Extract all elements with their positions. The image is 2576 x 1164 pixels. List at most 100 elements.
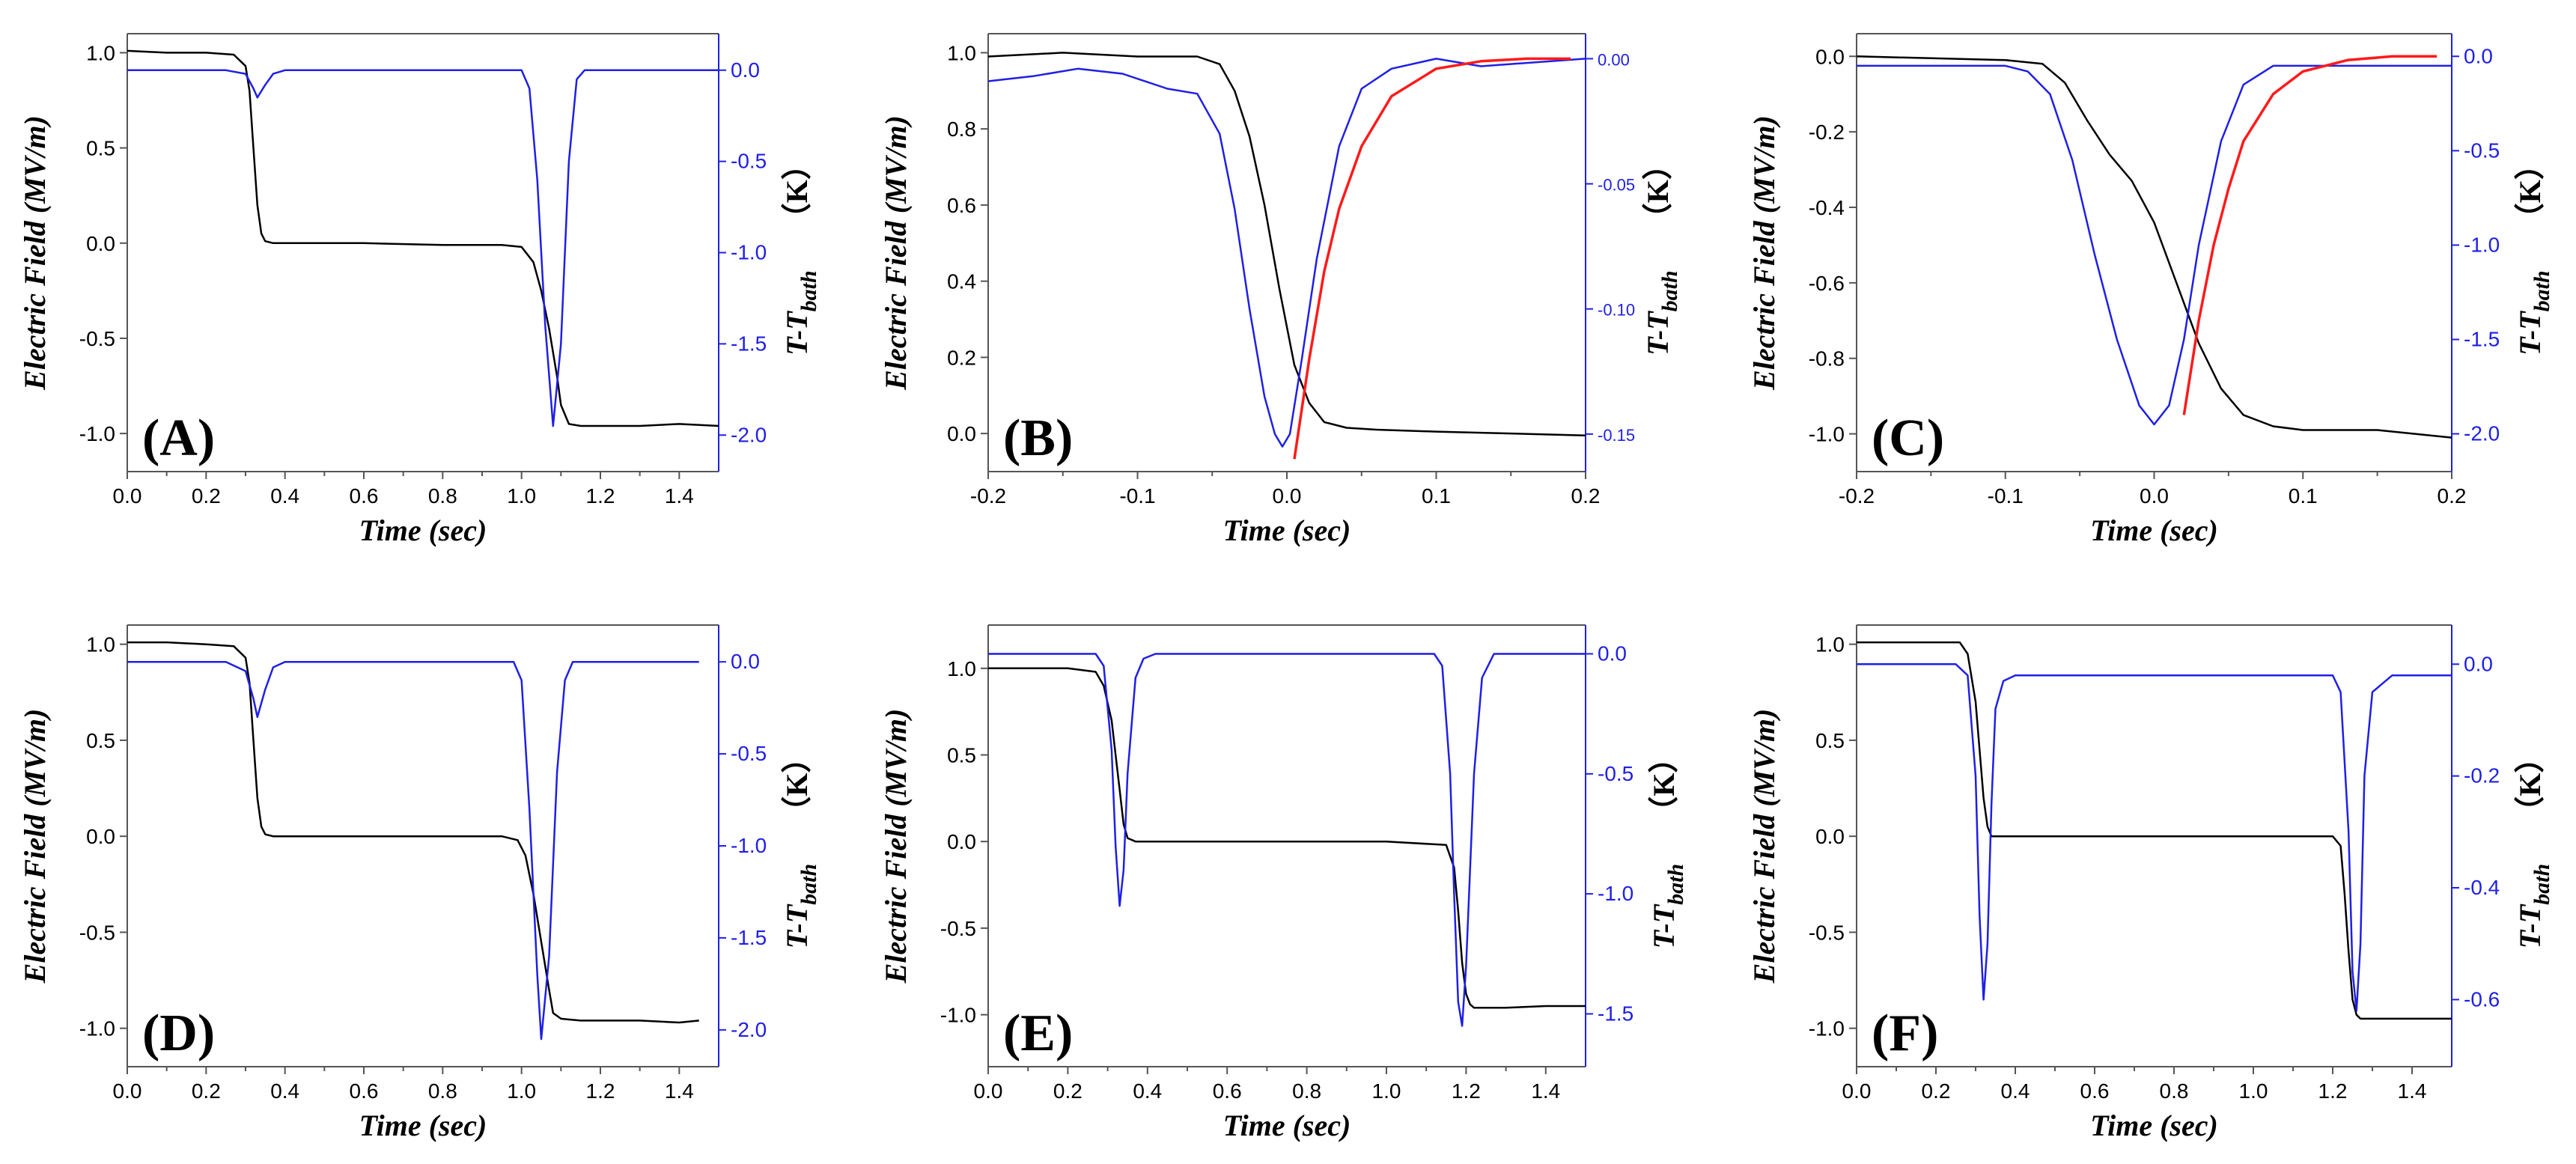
y2-tick-label: -1.5: [731, 926, 767, 949]
x-tick-label: 1.2: [586, 484, 615, 508]
y2-tick-label: -0.15: [1598, 426, 1635, 445]
y2-axis-title: T-Tbath（K）: [1641, 150, 1682, 356]
x-tick-label: 0.6: [1213, 1079, 1242, 1103]
fit-line: [1293, 57, 1571, 460]
y2-tick-label: -1.0: [731, 834, 767, 857]
temperature-line: [127, 660, 699, 1040]
y2-tick-label: -1.0: [1598, 882, 1633, 905]
y2-tick-label: 0.00: [1598, 50, 1630, 69]
x-tick-label: 0.0: [2140, 484, 2169, 508]
y-axis-title: Electric Field (MV/m): [879, 709, 913, 984]
y2-tick-label: -0.6: [2464, 987, 2500, 1011]
y-tick-label: 0.5: [86, 729, 115, 752]
x-tick-label: -0.2: [1839, 484, 1875, 508]
y2-tick-label: -0.4: [2464, 876, 2500, 899]
y2-axis-title: T-Tbath（K）: [2513, 150, 2554, 356]
panel-label: (F): [1872, 1005, 1938, 1062]
y-axis-title: Electric Field (MV/m): [879, 115, 913, 391]
y2-tick-label: 0.0: [2464, 44, 2493, 67]
x-tick-label: 0.2: [1053, 1079, 1083, 1103]
x-tick-label: 1.4: [2398, 1079, 2427, 1103]
y-tick-label: 0.5: [86, 137, 115, 160]
y-tick-label: -1.0: [940, 1004, 976, 1027]
y-axis-title: Electric Field (MV/m): [1747, 709, 1781, 984]
y-tick-label: -0.5: [940, 917, 976, 940]
x-tick-label: 1.0: [507, 484, 536, 508]
x-tick-label: 0.2: [192, 1079, 221, 1103]
x-tick-label: 0.4: [2001, 1079, 2030, 1103]
x-tick-label: -0.2: [970, 484, 1006, 508]
x-tick-label: 1.4: [1531, 1079, 1560, 1103]
y-tick-label: -1.0: [1809, 423, 1845, 446]
y2-tick-label: -1.0: [731, 241, 767, 264]
y-tick-label: 0.0: [1815, 45, 1845, 68]
panel-e: 0.0 0.2 0.4 0.6 0.8 1.0 1.2 1.4 1.0 0.5 0.0 -0.5 -1.…: [879, 624, 1688, 1142]
y-tick-label: -0.6: [1809, 272, 1845, 295]
x-tick-label: 0.4: [1133, 1079, 1162, 1103]
y-tick-label: -1.0: [79, 1017, 115, 1040]
x-tick-label: 0.6: [2080, 1079, 2110, 1103]
y-tick-label: -0.5: [1809, 921, 1845, 944]
y-tick-label: 0.0: [86, 232, 115, 255]
y-tick-label: -1.0: [1809, 1017, 1845, 1040]
y-tick-label: -0.2: [1809, 121, 1845, 144]
y2-tick-label: 0.0: [1598, 642, 1627, 665]
electric-field-line: [127, 49, 719, 427]
y2-tick-label: -1.5: [1598, 1002, 1633, 1025]
x-tick-label: 0.2: [1571, 484, 1601, 508]
y-tick-label: 0.8: [947, 118, 976, 141]
temperature-line: [988, 653, 1586, 1027]
x-tick-label: 0.2: [1922, 1079, 1951, 1103]
x-tick-label: 0.8: [1292, 1079, 1321, 1103]
panel-label: (E): [1003, 1005, 1073, 1062]
x-tick-label: 1.0: [1372, 1079, 1401, 1103]
x-tick-label: 0.2: [2438, 484, 2467, 508]
fit-line: [2182, 55, 2438, 415]
x-tick-label: -0.1: [1988, 484, 2024, 508]
y2-tick-label: 0.0: [2464, 652, 2493, 675]
y-axis-title: Electric Field (MV/m): [1747, 115, 1781, 391]
y-tick-label: 1.0: [86, 41, 115, 64]
x-tick-label: 1.0: [2239, 1079, 2268, 1103]
panel-a: 0.0 0.2 0.4 0.6 0.8 1.0 1.2 1.4 1.0 0.5 0.0 -0.5 -1.…: [18, 33, 821, 547]
y2-axis-title: T-Tbath（K）: [780, 743, 821, 949]
x-axis-title: Time (sec): [2090, 514, 2218, 547]
y2-tick-label: 0.0: [731, 58, 760, 82]
y2-axis-title: T-Tbath（K）: [780, 150, 821, 356]
y2-tick-label: -0.05: [1598, 176, 1635, 195]
y-tick-label: 0.0: [947, 830, 976, 853]
panel-c: -0.2 -0.1 0.0 0.1 0.2 0.0 -0.2 -0.4 -0.6 -0.8 -1.0…: [1747, 33, 2554, 547]
y-tick-label: 0.0: [1815, 825, 1845, 848]
y2-tick-label: -0.10: [1598, 301, 1635, 320]
x-tick-label: 1.0: [507, 1079, 536, 1103]
y-tick-label: 0.0: [947, 422, 976, 445]
y-tick-label: 0.5: [947, 744, 976, 767]
y-tick-label: 0.4: [947, 270, 976, 293]
y2-tick-label: -2.0: [731, 423, 767, 446]
y2-tick-label: -0.5: [2464, 138, 2500, 162]
y-tick-label: 1.0: [947, 657, 976, 680]
x-tick-label: -0.1: [1119, 484, 1155, 508]
x-tick-label: 0.0: [974, 1079, 1003, 1103]
y2-tick-label: -0.5: [1598, 762, 1633, 785]
y2-axis-title: T-Tbath（K）: [1647, 743, 1688, 949]
temperature-line: [1857, 663, 2452, 1012]
y2-tick-label: -2.0: [2464, 422, 2500, 445]
y2-tick-label: 0.0: [731, 650, 760, 673]
x-tick-label: 1.2: [1452, 1079, 1481, 1103]
electric-field-line: [1856, 55, 2452, 439]
y2-tick-label: -1.5: [731, 332, 767, 355]
x-tick-label: 1.4: [665, 484, 694, 508]
y2-tick-label: -1.5: [2464, 327, 2500, 350]
panel-f: 0.0 0.2 0.4 0.6 0.8 1.0 1.2 1.4 1.0 0.5 0.0 -0.5 -1.…: [1747, 624, 2554, 1142]
temperature-line: [127, 69, 719, 427]
y-tick-label: 1.0: [1815, 633, 1845, 656]
x-tick-label: 0.6: [350, 484, 379, 508]
x-tick-label: 0.1: [2289, 484, 2318, 508]
x-tick-label: 0.0: [1842, 1079, 1872, 1103]
y-axis-title: Electric Field (MV/m): [18, 115, 52, 391]
x-axis-title: Time (sec): [2090, 1109, 2218, 1142]
x-tick-label: 0.8: [428, 484, 457, 508]
x-tick-label: 0.1: [1422, 484, 1451, 508]
